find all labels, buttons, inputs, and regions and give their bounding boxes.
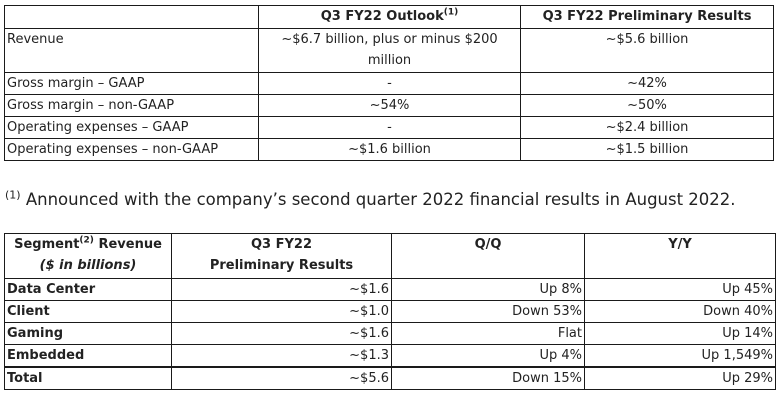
outlook-row: Gross margin – GAAP - ~42% [4,72,774,95]
outlook-row: Operating expenses – non-GAAP ~$1.6 bill… [4,138,774,161]
segment-yy: Up 45% [584,278,776,301]
outlook-value: - [258,116,521,139]
segment-header-prelim-line1: Q3 FY22 [250,237,312,252]
preliminary-value: ~$1.5 billion [520,138,774,161]
segment-qq: Flat [391,322,585,345]
segment-value: ~$5.6 [171,366,392,390]
segment-header-qq: Q/Q [391,233,585,279]
outlook-row: Operating expenses – GAAP - ~$2.4 billio… [4,116,774,139]
segment-qq: Up 4% [391,344,585,368]
preliminary-value: ~$2.4 billion [520,116,774,139]
segment-yy: Up 1,549% [584,344,776,368]
segment-header-units: ($ in billions) [39,258,137,273]
segment-header-row: Segment(2) Revenue ($ in billions) Q3 FY2… [4,233,776,279]
outlook-metric: Operating expenses – GAAP [4,116,259,139]
outlook-metric: Gross margin – non-GAAP [4,94,259,117]
segment-value: ~$1.0 [171,300,392,323]
outlook-header-row: Q3 FY22 Outlook(1) Q3 FY22 Preliminary R… [4,5,774,29]
outlook-header-outlook: Q3 FY22 Outlook(1) [258,5,521,29]
segment-yy: Up 14% [584,322,776,345]
segment-row: Client ~$1.0 Down 53% Down 40% [4,300,776,323]
preliminary-value: ~$5.6 billion [520,28,774,73]
segment-value: ~$1.6 [171,322,392,345]
footnote-text: Announced with the company’s second quar… [20,190,736,209]
segment-qq: Up 8% [391,278,585,301]
segment-revenue-table: Segment(2) Revenue ($ in billions) Q3 FY2… [4,233,776,390]
segment-header-text: Segment [14,237,80,252]
outlook-metric: Revenue [4,28,259,73]
segment-header-prelim-line2: Preliminary Results [209,258,354,273]
segment-qq: Down 15% [391,366,585,390]
segment-value: ~$1.6 [171,278,392,301]
outlook-table: Q3 FY22 Outlook(1) Q3 FY22 Preliminary R… [4,5,774,161]
segment-footnote-marker: (2) [79,235,94,246]
segment-row: Gaming ~$1.6 Flat Up 14% [4,322,776,345]
outlook-header-outlook-text: Q3 FY22 Outlook [320,9,444,24]
segment-name: Client [4,300,172,323]
segment-header-preliminary: Q3 FY22 Preliminary Results [171,233,392,279]
outlook-value: ~$1.6 billion [258,138,521,161]
footnote-marker: (1) [5,188,21,202]
outlook-footnote-marker: (1) [443,7,459,18]
segment-name: Embedded [4,344,172,368]
outlook-metric: Operating expenses – non-GAAP [4,138,259,161]
segment-name: Total [4,366,172,390]
segment-row: Data Center ~$1.6 Up 8% Up 45% [4,278,776,301]
outlook-metric: Gross margin – GAAP [4,72,259,95]
outlook-row: Revenue ~$6.7 billion, plus or minus $20… [4,28,774,73]
segment-yy: Up 29% [584,366,776,390]
outlook-value: ~54% [258,94,521,117]
outlook-header-blank [4,5,259,29]
segment-qq: Down 53% [391,300,585,323]
preliminary-value: ~50% [520,94,774,117]
segment-header-revenue: Revenue [93,237,162,252]
outlook-header-preliminary: Q3 FY22 Preliminary Results [520,5,774,29]
outlook-value: ~$6.7 billion, plus or minus $200 millio… [258,28,521,73]
outlook-value: - [258,72,521,95]
segment-header-yy: Y/Y [584,233,776,279]
segment-row: Embedded ~$1.3 Up 4% Up 1,549% [4,344,776,368]
segment-name: Data Center [4,278,172,301]
segment-row: Total ~$5.6 Down 15% Up 29% [4,366,776,390]
segment-name: Gaming [4,322,172,345]
outlook-row: Gross margin – non-GAAP ~54% ~50% [4,94,774,117]
footnote: (1) Announced with the company’s second … [5,188,736,212]
segment-value: ~$1.3 [171,344,392,368]
preliminary-value: ~42% [520,72,774,95]
segment-header-segment: Segment(2) Revenue ($ in billions) [4,233,172,279]
segment-yy: Down 40% [584,300,776,323]
